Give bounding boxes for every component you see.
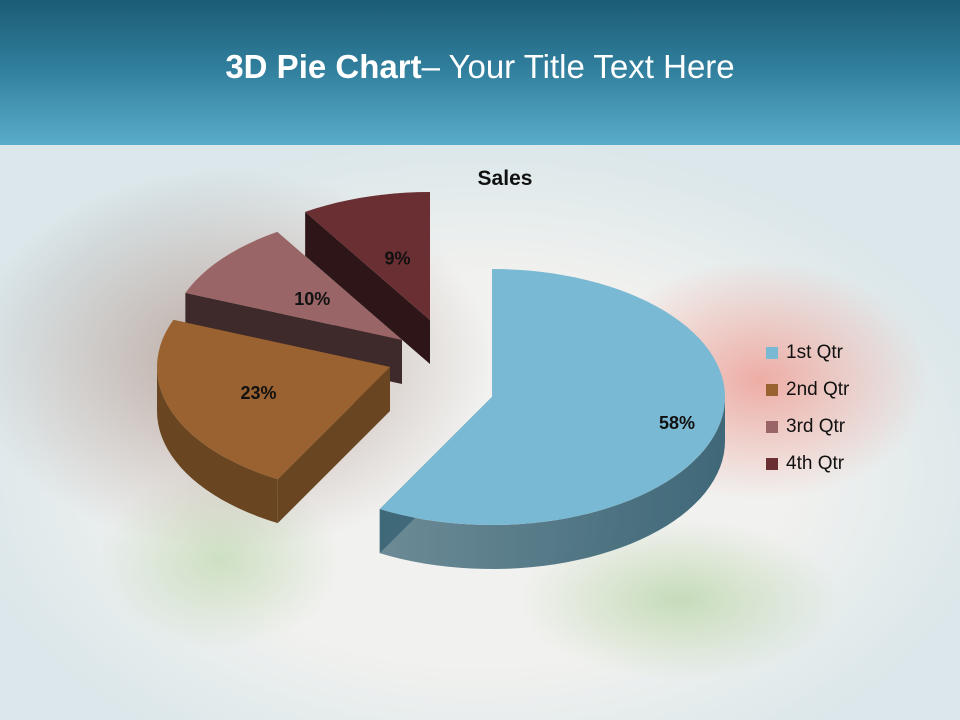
legend-swatch	[766, 457, 778, 470]
pie-slice-4: 9%	[305, 192, 430, 364]
slice-top-face	[379, 269, 725, 525]
data-label: 23%	[240, 383, 276, 403]
legend-label: 3rd Qtr	[786, 415, 846, 437]
legend-swatch	[766, 346, 778, 359]
legend-label: 1st Qtr	[786, 341, 844, 363]
legend-label: 4th Qtr	[786, 452, 845, 474]
pie-slice-1: 58%	[379, 269, 725, 569]
slice-top-face	[157, 319, 390, 480]
slice-side-wall	[277, 367, 390, 524]
title-banner: 3D Pie Chart– Your Title Text Here	[0, 0, 960, 145]
pie-slice-3: 10%	[185, 231, 402, 384]
data-label: 9%	[384, 249, 410, 269]
legend-swatch	[766, 383, 778, 396]
legend-item: 3rd Qtr	[766, 408, 849, 445]
legend-item: 4th Qtr	[766, 445, 849, 482]
legend-label: 2nd Qtr	[786, 378, 850, 400]
pie-slice-2: 23%	[157, 319, 390, 524]
slice-top-face	[185, 231, 402, 340]
data-label: 58%	[659, 413, 695, 433]
slice-top-face	[305, 192, 430, 320]
legend: 1st Qtr 2nd Qtr 3rd Qtr 4th Qtr	[766, 334, 849, 482]
slice-outer-wall	[379, 397, 725, 569]
legend-item: 1st Qtr	[766, 334, 849, 371]
slide-title: 3D Pie Chart– Your Title Text Here	[225, 48, 735, 85]
legend-item: 2nd Qtr	[766, 371, 849, 408]
legend-swatch	[766, 420, 778, 433]
data-label: 10%	[294, 289, 330, 309]
slice-outer-wall	[157, 367, 278, 524]
slice-side-wall	[305, 211, 430, 364]
chart-title: Sales	[477, 167, 533, 190]
